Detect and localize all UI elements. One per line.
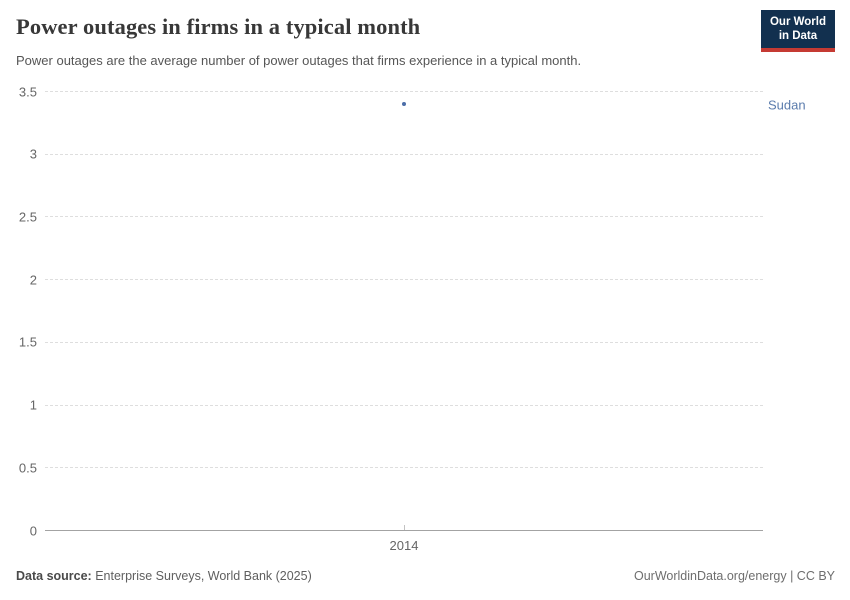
data-point-sudan[interactable]	[402, 101, 406, 106]
gridline	[45, 467, 763, 469]
chart-subtitle: Power outages are the average number of …	[16, 53, 582, 68]
entity-label-sudan[interactable]: Sudan	[768, 97, 806, 113]
gridline	[45, 404, 763, 406]
owid-logo-line2: in Data	[778, 29, 818, 42]
gridline	[45, 341, 763, 343]
x-axis-tick-mark	[404, 525, 405, 530]
y-axis-tick-label: 3	[29, 146, 37, 162]
gridline	[45, 91, 763, 92]
data-source-label: Data source:	[16, 569, 92, 583]
y-axis-tick-label: 1.5	[18, 334, 37, 350]
y-axis-tick-label: 2	[29, 272, 37, 288]
chart-footer: Data source: Enterprise Surveys, World B…	[16, 569, 835, 583]
chart-title: Power outages in firms in a typical mont…	[16, 14, 421, 39]
gridline	[45, 153, 763, 155]
x-axis-tick-label: 2014	[389, 538, 419, 553]
y-axis-tick-label: 2.5	[18, 209, 37, 225]
y-axis-tick-label: 1	[29, 397, 37, 413]
y-axis-tick-label: 3.5	[18, 84, 37, 99]
y-axis-tick-label: 0	[29, 523, 37, 538]
data-source-note[interactable]: Data source: Enterprise Surveys, World B…	[16, 569, 312, 583]
gridline	[45, 216, 763, 218]
x-axis-line	[45, 530, 763, 531]
owid-logo-line1: Our World	[769, 16, 826, 28]
license-link[interactable]: OurWorldinData.org/energy | CC BY	[633, 569, 835, 583]
owid-logo[interactable]: Our World in Data	[760, 10, 835, 52]
gridline	[45, 279, 763, 281]
data-source-text: Enterprise Surveys, World Bank (2025)	[95, 569, 312, 583]
y-axis-tick-label: 0.5	[18, 460, 37, 476]
